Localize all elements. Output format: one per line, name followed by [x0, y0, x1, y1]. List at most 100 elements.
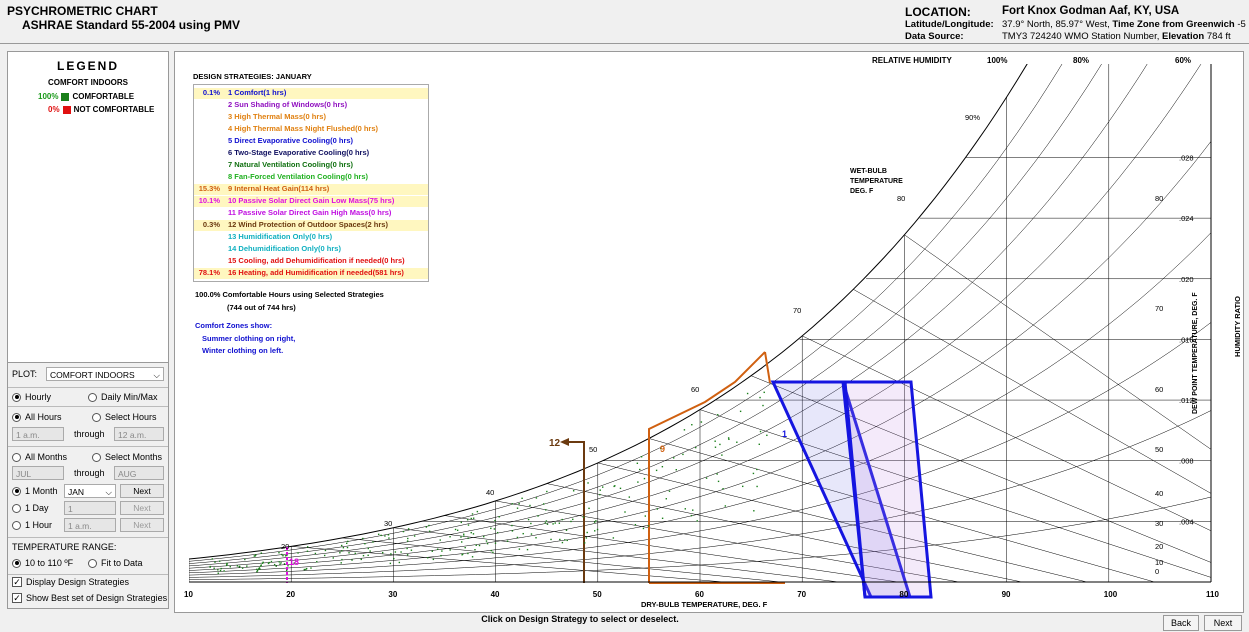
legend-label: COMFORTABLE: [72, 92, 135, 101]
month-next-button[interactable]: Next: [120, 484, 164, 498]
x-tick-label: 100: [1104, 590, 1118, 599]
one-hour-radio[interactable]: 1 Hour: [12, 520, 52, 530]
latlong-value: 37.9° North, 85.97° West,: [1002, 19, 1110, 30]
strategy-item[interactable]: 7 Natural Ventilation Cooling(0 hrs): [194, 160, 428, 171]
best-set-checkbox[interactable]: ✓ Show Best set of Design Strategies: [12, 593, 167, 603]
wb-title-2: TEMPERATURE: [850, 178, 903, 185]
plot-row: PLOT:: [12, 369, 37, 379]
strategy-item[interactable]: 14 Dehumidification Only(0 hrs): [194, 244, 428, 255]
hr-tick-label: .004: [1179, 517, 1194, 526]
strategy-item[interactable]: 11 Passive Solar Direct Gain High Mass(0…: [194, 208, 428, 219]
back-button[interactable]: Back: [1163, 615, 1199, 631]
source-line: TMY3 724240 WMO Station Number, Elevatio…: [1002, 31, 1231, 42]
hour-from-select[interactable]: 1 a.m.: [12, 427, 64, 441]
through-label: through: [74, 429, 105, 439]
strategy-item[interactable]: 4 High Thermal Mass Night Flushed(0 hrs): [194, 124, 428, 135]
hour-point: [367, 547, 370, 550]
plot-select-value: COMFORT INDOORS: [50, 370, 135, 380]
hour-point: [763, 391, 765, 394]
rh-curve: [189, 322, 1211, 576]
strategy-marker-9: 9: [660, 444, 665, 454]
range-10-110-radio[interactable]: 10 to 110 ºF: [12, 558, 73, 568]
x-tick-label: 50: [593, 590, 602, 599]
strategy-item[interactable]: 0.1% 1 Comfort(1 hrs): [194, 88, 428, 99]
strategy-item[interactable]: 15 Cooling, add Dehumidification if need…: [194, 256, 428, 267]
hour-point: [213, 567, 215, 569]
hour-point: [388, 537, 390, 539]
range-fit-radio[interactable]: Fit to Data: [88, 558, 143, 568]
all-months-radio[interactable]: All Months: [12, 452, 67, 462]
hour-point: [428, 524, 430, 527]
radio-icon: [12, 412, 21, 422]
latlong-label: Latitude/Longitude:: [905, 19, 994, 30]
day-next-button[interactable]: Next: [120, 501, 164, 515]
wet-bulb-line: [751, 375, 1211, 563]
strategy-item[interactable]: 10.1% 10 Passive Solar Direct Gain Low Ma…: [194, 196, 428, 207]
hour-point: [402, 530, 405, 533]
select-hours-radio[interactable]: Select Hours: [92, 412, 157, 422]
radio-icon: [88, 392, 97, 402]
strategy-item[interactable]: 6 Two-Stage Evaporative Cooling(0 hrs): [194, 148, 428, 159]
hour-point: [565, 529, 568, 531]
month-to-select[interactable]: AUG: [114, 466, 164, 480]
strategy-item[interactable]: 3 High Thermal Mass(0 hrs): [194, 112, 428, 123]
hour-select[interactable]: 1 a.m.: [64, 518, 116, 532]
strategy-zones: [286, 351, 933, 599]
hour-point: [756, 485, 758, 488]
hour-point: [256, 569, 259, 572]
range-b-label: Fit to Data: [101, 558, 143, 568]
strategy-item[interactable]: 2 Sun Shading of Windows(0 hrs): [194, 100, 428, 111]
dp-axis-title: DEW POINT TEMPERATURE, DEG. F: [1192, 292, 1199, 414]
hour-point: [596, 528, 599, 531]
hour-next-button[interactable]: Next: [120, 518, 164, 532]
select-months-radio[interactable]: Select Months: [92, 452, 162, 462]
hr-tick-label: .016: [1179, 335, 1194, 344]
hour-point: [472, 533, 475, 535]
plot-select[interactable]: COMFORT INDOORS ⌵: [46, 367, 164, 381]
next-button[interactable]: Next: [1204, 615, 1242, 631]
dp-tick-label: 80: [1155, 194, 1163, 203]
legend-item-comfortable: 100% COMFORTABLE: [38, 92, 134, 101]
zones-title: Comfort Zones show:: [195, 321, 273, 330]
hour-point: [665, 498, 667, 500]
strategy-item[interactable]: 0.3% 12 Wind Protection of Outdoor Spaces…: [194, 220, 428, 231]
strategy-item[interactable]: 8 Fan-Forced Ventilation Cooling(0 hrs): [194, 172, 428, 183]
hour-point: [256, 568, 258, 571]
strategy-label: 16 Heating, add Humidification if needed…: [228, 268, 404, 277]
hour-to-select[interactable]: 12 a.m.: [114, 427, 164, 441]
hour-point: [675, 469, 677, 471]
all-hours-radio[interactable]: All Hours: [12, 412, 62, 422]
month-value: JAN: [68, 487, 85, 497]
hour-point: [310, 567, 312, 569]
daily-radio[interactable]: Daily Min/Max: [88, 392, 158, 402]
day-select[interactable]: 1: [64, 501, 116, 515]
strategy-item[interactable]: 5 Direct Evaporative Cooling(0 hrs): [194, 136, 428, 147]
hour-point: [587, 482, 589, 484]
hour-point: [354, 552, 356, 555]
strategy-item[interactable]: 13 Humidification Only(0 hrs): [194, 232, 428, 243]
strategy-item[interactable]: 15.3% 9 Internal Heat Gain(114 hrs): [194, 184, 428, 195]
chevron-down-icon: ⌵: [153, 370, 160, 380]
hour-point: [639, 468, 641, 471]
display-strategies-checkbox[interactable]: ✓ Display Design Strategies: [12, 577, 129, 587]
hour-point: [516, 507, 519, 509]
month-select[interactable]: JAN ⌵: [64, 484, 116, 498]
one-month-radio[interactable]: 1 Month: [12, 486, 58, 496]
select-months-label: Select Months: [105, 452, 163, 462]
strategy-item[interactable]: 78.1% 16 Heating, add Humidification if n…: [194, 268, 428, 279]
hour-point: [367, 554, 369, 557]
daily-label: Daily Min/Max: [101, 392, 158, 402]
rh-curve: [189, 64, 1102, 564]
hour-point: [742, 485, 744, 488]
zones-winter: Winter clothing on left.: [202, 346, 284, 355]
hour-point: [348, 552, 350, 554]
hour-point: [323, 554, 326, 557]
hour-point: [486, 542, 489, 545]
strategy-label: 10 Passive Solar Direct Gain Low Mass(75…: [228, 196, 395, 205]
hourly-radio[interactable]: Hourly: [12, 392, 51, 402]
strategy-label: 7 Natural Ventilation Cooling(0 hrs): [228, 160, 354, 169]
one-day-radio[interactable]: 1 Day: [12, 503, 49, 513]
month-from-select[interactable]: JUL: [12, 466, 64, 480]
hour-point: [643, 477, 646, 480]
hour-point: [262, 561, 264, 564]
